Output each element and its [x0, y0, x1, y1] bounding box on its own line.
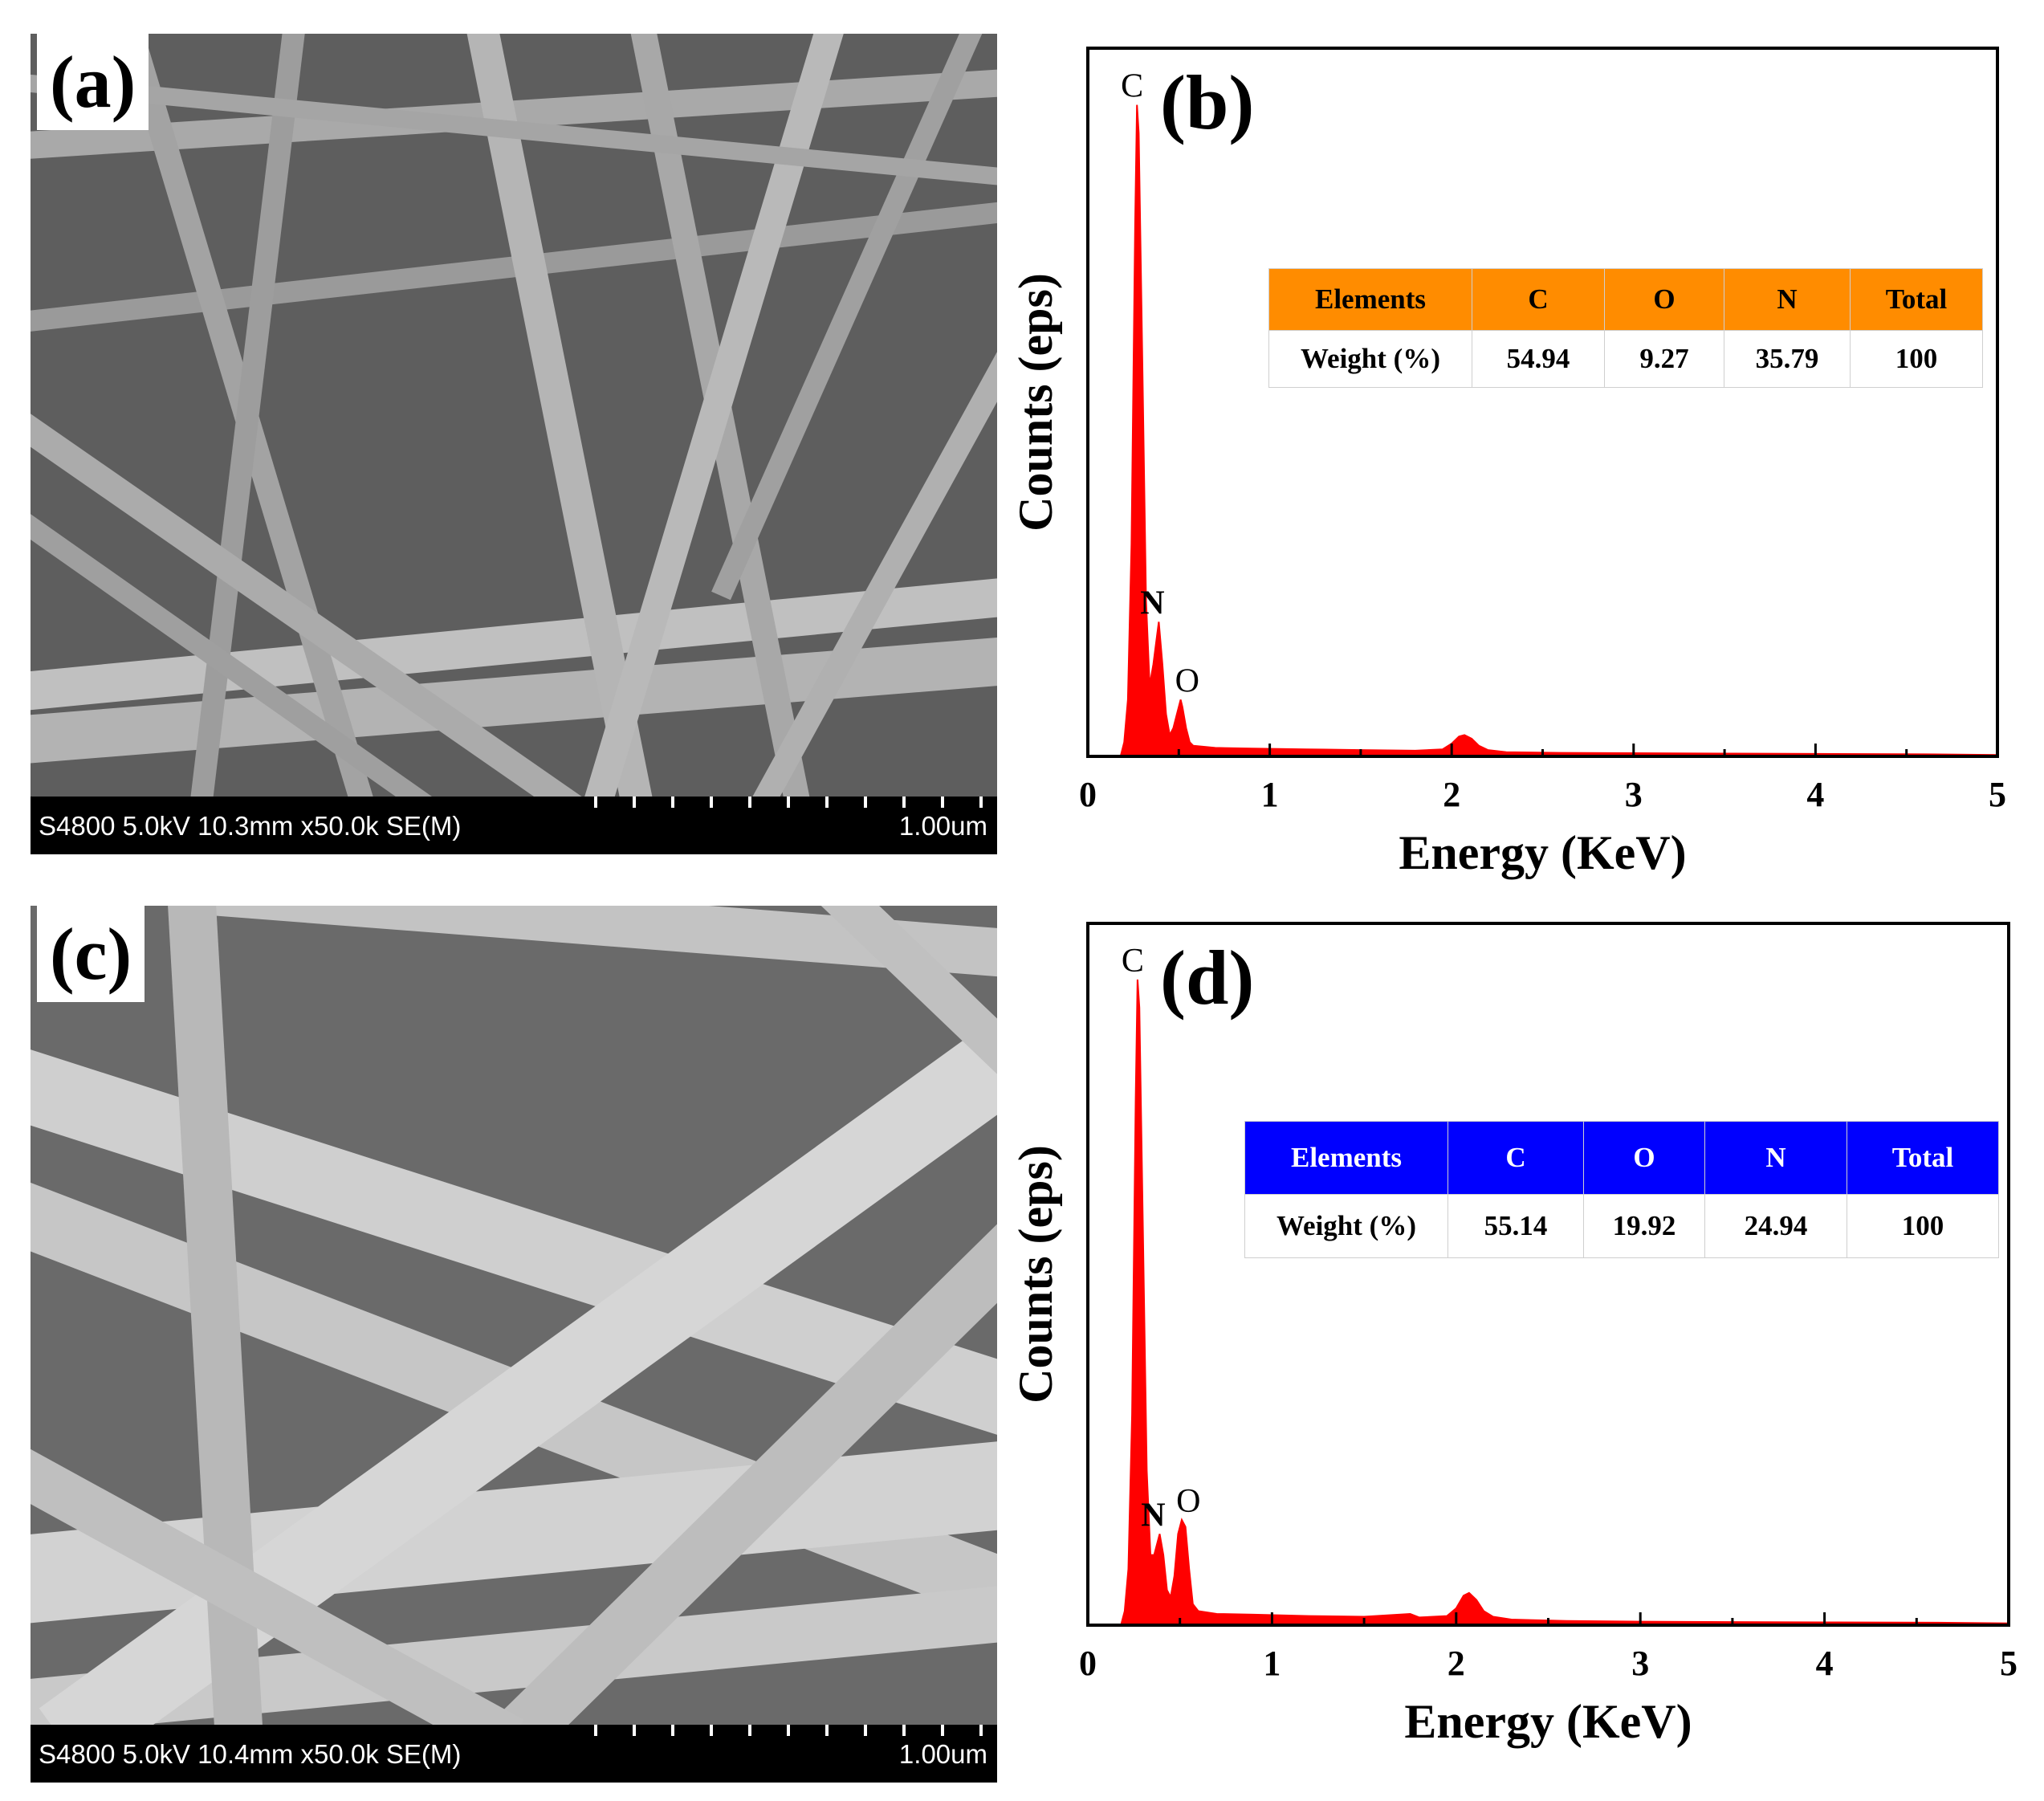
- table-cell: 54.94: [1472, 330, 1605, 388]
- plot-frame: [1086, 922, 2010, 1627]
- eds-table-d: Elements C O N Total Weight (%) 55.14 19…: [1244, 1121, 1999, 1258]
- sem-info-c: S4800 5.0kV 10.4mm x50.0k SE(M): [39, 1739, 462, 1769]
- peak-label-n: N: [1141, 1497, 1165, 1534]
- table-header-cell: Elements: [1244, 1121, 1448, 1195]
- panel-label-a: (a): [37, 34, 149, 130]
- eds-table-b: Elements C O N Total Weight (%) 54.94 9.…: [1268, 268, 1983, 388]
- panel-label: (d): [1160, 935, 1254, 1021]
- table-cell: Weight (%): [1244, 1194, 1448, 1258]
- table-header-cell: O: [1604, 268, 1724, 331]
- panel-label-c: (c): [37, 906, 145, 1002]
- sem-image-a: S4800 5.0kV 10.3mm x50.0k SE(M) 1.00um (…: [31, 34, 997, 854]
- scale-bar-ticks-a: [594, 797, 983, 808]
- table-cell: 24.94: [1704, 1194, 1847, 1258]
- peak-label-n: N: [1140, 585, 1164, 621]
- x-tick-label: 2: [1447, 1644, 1465, 1683]
- table-header-cell: C: [1472, 268, 1605, 331]
- plot-frame: [1086, 47, 1999, 758]
- peak-label-o: O: [1175, 662, 1199, 699]
- x-tick-label: 4: [1806, 775, 1824, 814]
- table-header-cell: Total: [1850, 268, 1983, 331]
- scale-bar-label-c: 1.00um: [898, 1739, 987, 1769]
- x-tick-label: 3: [1631, 1644, 1649, 1683]
- table-header-cell: O: [1583, 1121, 1705, 1195]
- x-axis-label: Energy (KeV): [1404, 1695, 1692, 1748]
- table-cell: 55.14: [1447, 1194, 1584, 1258]
- sem-info-bar-a: S4800 5.0kV 10.3mm x50.0k SE(M) 1.00um: [31, 797, 997, 854]
- fiber-texture-c: [31, 906, 997, 1725]
- table-cell: 19.92: [1583, 1194, 1705, 1258]
- x-axis-label: Energy (KeV): [1399, 826, 1686, 879]
- x-tick-label: 4: [1816, 1644, 1834, 1683]
- x-tick-label: 1: [1261, 775, 1279, 814]
- peak-label-c: C: [1121, 68, 1143, 105]
- table-cell: 100: [1850, 330, 1983, 388]
- panel-label: (b): [1160, 59, 1254, 145]
- x-tick-label: 2: [1443, 775, 1460, 814]
- table-header-cell: Total: [1847, 1121, 1999, 1195]
- table-cell: 100: [1847, 1194, 1999, 1258]
- sem-info-bar-c: S4800 5.0kV 10.4mm x50.0k SE(M) 1.00um: [31, 1725, 997, 1783]
- x-tick-label: 0: [1079, 775, 1097, 814]
- spectrum-series: [1120, 979, 2009, 1626]
- y-axis-label: Counts (eps): [1009, 1145, 1062, 1404]
- peak-label-c: C: [1122, 943, 1144, 980]
- sem-info-a: S4800 5.0kV 10.3mm x50.0k SE(M): [39, 811, 462, 841]
- table-header-cell: N: [1724, 268, 1851, 331]
- x-tick-label: 0: [1079, 1644, 1097, 1683]
- table-header-cell: N: [1704, 1121, 1847, 1195]
- sem-image-c: S4800 5.0kV 10.4mm x50.0k SE(M) 1.00um (…: [31, 906, 997, 1783]
- peak-label-o: O: [1176, 1483, 1200, 1520]
- eds-table-data-row: Weight (%) 55.14 19.92 24.94 100: [1244, 1194, 1999, 1258]
- scale-bar-ticks-c: [594, 1725, 983, 1736]
- table-cell: Weight (%): [1268, 330, 1472, 388]
- x-tick-label: 3: [1625, 775, 1643, 814]
- y-axis-label: Counts (eps): [1009, 273, 1062, 532]
- table-cell: 35.79: [1724, 330, 1851, 388]
- table-cell: 9.27: [1604, 330, 1724, 388]
- eds-table-data-row: Weight (%) 54.94 9.27 35.79 100: [1268, 330, 1983, 388]
- eds-table-header-row: Elements C O N Total: [1268, 268, 1983, 331]
- x-tick-label: 5: [2000, 1644, 2018, 1683]
- eds-table-header-row: Elements C O N Total: [1244, 1121, 1999, 1195]
- x-tick-label: 1: [1263, 1644, 1281, 1683]
- table-header-cell: Elements: [1268, 268, 1472, 331]
- scale-bar-label-a: 1.00um: [898, 811, 987, 841]
- table-header-cell: C: [1447, 1121, 1584, 1195]
- fiber-texture-a: [31, 34, 997, 797]
- spectrum-series: [1119, 104, 1998, 757]
- x-tick-label: 5: [1989, 775, 2006, 814]
